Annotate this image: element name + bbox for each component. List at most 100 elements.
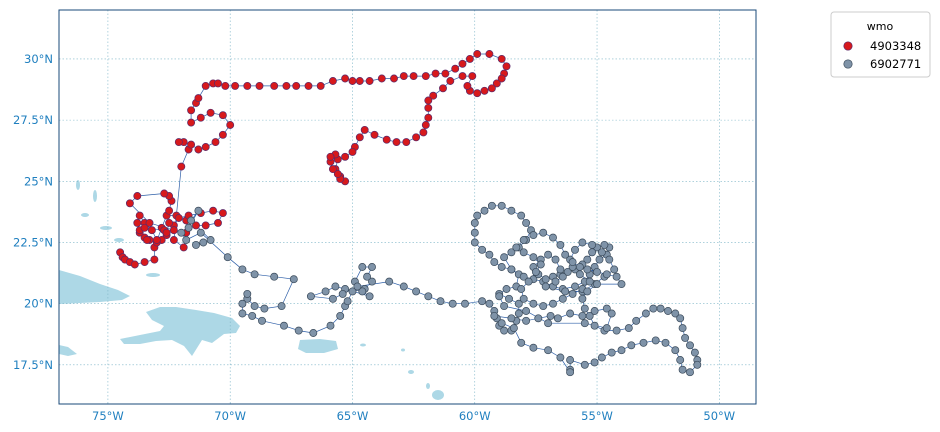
point-6902771-49 [424, 292, 433, 301]
point-6902771-184 [678, 365, 687, 374]
point-6902771-50 [436, 297, 445, 306]
point-6902771-158 [602, 270, 611, 279]
point-6902771-196 [566, 356, 575, 364]
point-6902771-154 [568, 258, 577, 267]
point-6902771-152 [556, 240, 565, 249]
point-6902771-1 [199, 238, 208, 247]
point-6902771-213 [590, 307, 599, 315]
map-frame [58, 9, 757, 405]
point-6902771-180 [690, 348, 699, 357]
x-tick-label-2: 65°W [337, 409, 369, 423]
point-6902771-5 [184, 223, 193, 232]
legend-label-0: 4903348 [870, 39, 921, 53]
point-4903348-59 [218, 111, 227, 120]
point-4903348-32 [143, 236, 151, 244]
point-6902771-89 [519, 272, 528, 281]
point-4903348-86 [409, 72, 418, 81]
point-6902771-53 [478, 297, 487, 306]
point-6902771-187 [661, 338, 670, 347]
point-4903348-65 [194, 94, 203, 103]
point-6902771-135 [568, 289, 577, 298]
point-6902771-148 [519, 236, 528, 244]
point-6902771-136 [558, 294, 567, 303]
point-4903348-31 [152, 236, 161, 244]
point-4903348-75 [292, 81, 301, 90]
x-tick-label-5: 50°W [703, 409, 735, 423]
point-4903348-12 [192, 221, 200, 230]
point-6902771-33 [363, 272, 372, 281]
point-6902771-70 [490, 258, 499, 267]
point-6902771-62 [514, 299, 523, 308]
point-6902771-188 [651, 336, 660, 345]
point-6902771-52 [461, 299, 469, 308]
point-4903348-111 [424, 103, 433, 112]
point-4903348-34 [140, 223, 149, 232]
point-6902771-205 [490, 311, 499, 320]
point-4903348-16 [209, 206, 218, 215]
point-6902771-207 [522, 316, 531, 325]
point-4903348-52 [174, 138, 183, 147]
point-6902771-145 [529, 253, 538, 262]
point-4903348-100 [487, 84, 496, 93]
jamaica-landmass [59, 345, 77, 356]
point-6902771-42 [306, 292, 315, 301]
point-6902771-80 [507, 206, 516, 215]
point-4903348-77 [316, 81, 325, 90]
point-6902771-211 [566, 309, 575, 318]
point-4903348-54 [194, 145, 203, 154]
point-6902771-170 [632, 316, 641, 325]
island [432, 390, 444, 400]
point-6902771-177 [678, 324, 687, 333]
point-6902771-138 [539, 302, 548, 311]
point-6902771-140 [519, 294, 528, 303]
point-4903348-43 [125, 199, 134, 208]
point-4903348-116 [402, 138, 411, 147]
point-6902771-16 [250, 302, 259, 311]
point-6902771-46 [385, 277, 394, 286]
point-6902771-86 [507, 248, 516, 257]
point-4903348-56 [211, 138, 220, 147]
point-6902771-215 [607, 309, 616, 318]
point-6902771-159 [612, 272, 621, 281]
point-6902771-195 [580, 360, 589, 369]
point-6902771-21 [248, 311, 257, 320]
point-4903348-13 [201, 221, 210, 230]
point-6902771-150 [539, 228, 548, 237]
point-4903348-115 [412, 133, 421, 142]
point-4903348-85 [399, 72, 408, 81]
float-points [116, 50, 702, 377]
point-6902771-194 [590, 358, 599, 367]
point-6902771-128 [578, 238, 587, 247]
point-4903348-90 [451, 64, 460, 73]
point-6902771-63 [505, 294, 513, 303]
point-6902771-183 [686, 368, 694, 377]
point-6902771-88 [507, 265, 516, 274]
point-4903348-87 [421, 72, 430, 81]
axis-ticks: 75°W 70°W 65°W 60°W 55°W 50°W 17.5°N 20°N 22.5°N… [13, 52, 735, 423]
point-6902771-147 [512, 243, 521, 252]
island [100, 226, 112, 230]
point-6902771-14 [277, 302, 286, 311]
point-4903348-38 [165, 206, 174, 215]
point-6902771-10 [238, 265, 247, 274]
point-4903348-78 [328, 77, 337, 85]
point-6902771-32 [368, 277, 376, 286]
x-tick-label-0: 75°W [92, 409, 124, 423]
island [76, 180, 80, 190]
point-4903348-105 [468, 72, 477, 81]
point-6902771-176 [676, 314, 685, 323]
point-4903348-102 [473, 89, 482, 98]
y-tick-label-3: 25°N [24, 174, 53, 188]
point-6902771-179 [686, 341, 694, 350]
cuba-landmass [59, 270, 130, 304]
point-6902771-2 [206, 236, 215, 244]
point-4903348-106 [458, 72, 467, 81]
point-6902771-186 [671, 346, 680, 355]
point-4903348-123 [348, 147, 357, 156]
point-4903348-66 [201, 81, 210, 90]
point-4903348-58 [226, 121, 235, 129]
point-6902771-11 [250, 270, 259, 279]
point-4903348-28 [135, 211, 144, 220]
puerto-rico-landmass [298, 339, 338, 353]
point-4903348-99 [492, 79, 501, 88]
